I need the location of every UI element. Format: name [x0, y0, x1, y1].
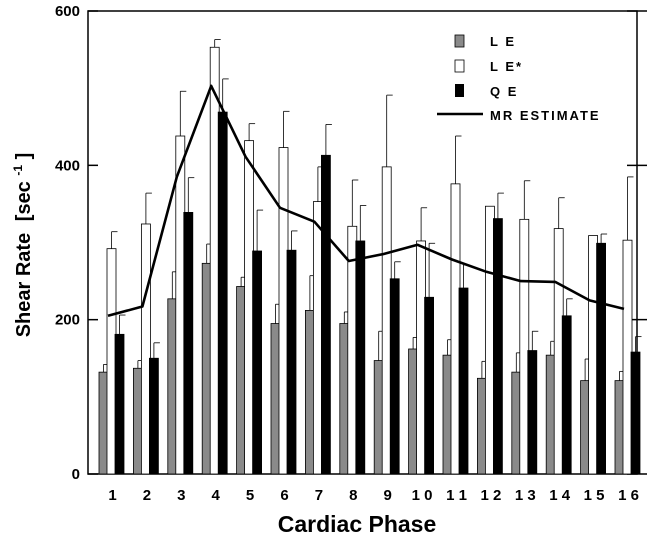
x-tick-label: 1 2: [480, 487, 501, 504]
bar-qe: [561, 315, 572, 475]
tick-labels: 0 200 400 600 1 2 3 4 5 6 7 8 9 1 0 1 1 1 2 1 3 1 4 1 5 1 6: [55, 3, 639, 504]
y-tick-label: 600: [55, 3, 80, 20]
legend-swatch-le: [454, 34, 465, 48]
x-tick-label: 1 6: [618, 487, 639, 504]
x-tick-label: 1: [108, 487, 116, 504]
x-tick-label: 4: [212, 487, 221, 504]
legend-label-qe: Q E: [490, 84, 518, 99]
y-axis-title-main: Shear Rate: [13, 233, 35, 338]
bar-qe: [527, 350, 538, 475]
y-tick-label: 400: [55, 157, 80, 174]
y-tick-label: 200: [55, 312, 80, 329]
legend-label-le-star: L E*: [490, 59, 523, 74]
mr-estimate-series: [107, 84, 625, 318]
bar-qe: [492, 218, 503, 475]
x-tick-label: 3: [177, 487, 185, 504]
bar-qe: [596, 242, 606, 475]
bar-qe: [148, 357, 159, 475]
legend-label-le: L E: [490, 34, 516, 49]
bar-qe: [424, 296, 435, 475]
bar-qe: [217, 111, 228, 475]
bars: [98, 39, 642, 475]
bar-qe: [114, 333, 125, 475]
x-tick-label: 8: [349, 487, 357, 504]
x-tick-label: 1 1: [446, 487, 467, 504]
x-tick-label: 1 4: [549, 487, 571, 504]
y-tick-label: 0: [72, 466, 80, 483]
legend-swatch-le-star: [454, 59, 465, 73]
mr-estimate-line: [107, 84, 625, 318]
x-tick-label: 9: [384, 487, 392, 504]
x-tick-label: 2: [143, 487, 151, 504]
x-tick-label: 5: [246, 487, 254, 504]
x-tick-label: 7: [315, 487, 323, 504]
bar-qe: [320, 154, 331, 475]
y-axis-title: Shear Rate [sec -1 ]: [5, 153, 35, 338]
bar-qe: [286, 249, 297, 475]
x-tick-label: 6: [280, 487, 288, 504]
y-axis-title-exponent: -1: [11, 165, 25, 176]
y-axis-title-unit: [sec: [13, 181, 35, 221]
legend-label-mr-estimate: MR ESTIMATE: [490, 108, 601, 123]
bar-qe: [458, 287, 469, 475]
x-tick-label: 1 3: [515, 487, 536, 504]
bar-qe: [389, 278, 400, 475]
y-axis-title-close: ]: [13, 153, 35, 160]
x-axis-title: Cardiac Phase: [278, 511, 437, 537]
x-tick-label: 1 0: [412, 487, 433, 504]
bar-qe: [252, 250, 263, 475]
x-tick-label: 1 5: [584, 487, 605, 504]
legend-swatch-qe: [455, 84, 464, 97]
legend: L E L E* Q E MR ESTIMATE: [437, 34, 601, 123]
bar-qe: [183, 212, 194, 475]
bar-qe: [355, 240, 366, 475]
bar-qe: [630, 351, 641, 475]
